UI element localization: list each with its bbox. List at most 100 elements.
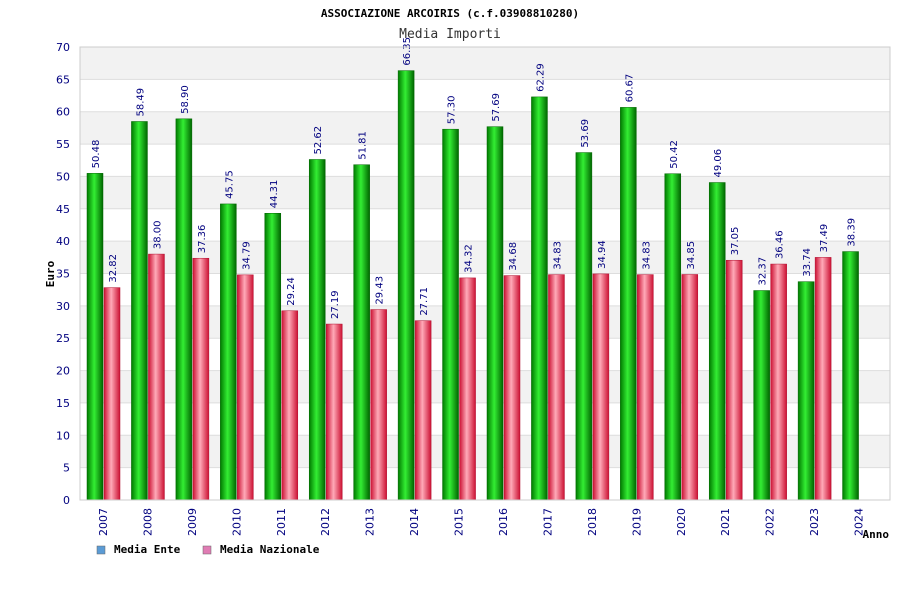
data-label: 66.35	[402, 37, 413, 66]
data-label: 37.36	[197, 225, 208, 254]
x-tick-label: 2012	[319, 508, 332, 536]
y-tick-label: 50	[56, 170, 70, 183]
y-tick-label: 35	[56, 268, 70, 281]
x-tick-label: 2023	[808, 508, 821, 536]
bar-media-nazionale	[725, 259, 743, 501]
y-tick-label: 25	[56, 332, 70, 345]
grid-band	[80, 47, 890, 80]
data-label: 27.71	[419, 287, 430, 316]
legend-swatch	[202, 545, 212, 555]
data-label: 37.49	[819, 224, 830, 253]
bar-media-ente	[175, 118, 193, 501]
bar-media-nazionale	[281, 310, 299, 501]
bar-media-ente	[664, 173, 682, 501]
bar-media-nazionale	[637, 274, 654, 501]
bar-media-ente	[397, 70, 415, 501]
x-tick-label: 2011	[275, 508, 288, 536]
x-tick-label: 2017	[541, 508, 554, 536]
x-tick-label: 2013	[364, 508, 377, 536]
x-tick-label: 2014	[408, 508, 421, 536]
y-tick-label: 0	[63, 494, 70, 507]
data-label: 52.62	[313, 126, 324, 155]
legend: Media Ente Media Nazionale	[96, 543, 320, 556]
legend-label: Media Nazionale	[220, 543, 320, 556]
data-label: 36.46	[775, 230, 786, 259]
y-tick-label: 40	[56, 235, 70, 248]
bar-media-nazionale	[770, 263, 787, 501]
data-label: 32.37	[758, 257, 769, 286]
data-label: 60.67	[624, 74, 635, 103]
y-tick-label: 70	[56, 41, 70, 54]
bar-media-ente	[575, 152, 593, 501]
data-label: 50.48	[91, 140, 102, 169]
x-tick-label: 2021	[719, 508, 732, 536]
y-tick-label: 20	[56, 365, 70, 378]
data-label: 57.30	[447, 96, 458, 125]
y-tick-label: 65	[56, 73, 70, 86]
bar-media-nazionale	[370, 309, 387, 501]
bar-media-nazionale	[148, 253, 165, 501]
data-label: 51.81	[358, 131, 369, 160]
bar-media-nazionale	[192, 257, 210, 501]
y-axis-label: Euro	[44, 260, 57, 287]
bar-media-nazionale	[681, 274, 699, 501]
x-tick-label: 2024	[853, 508, 866, 536]
data-label: 45.75	[224, 170, 235, 199]
legend-label: Media Ente	[114, 543, 181, 556]
bar-media-ente	[131, 121, 148, 501]
bar-media-ente	[531, 96, 548, 501]
bar-media-ente	[708, 182, 726, 501]
plot-frame	[79, 46, 891, 501]
bar-media-ente	[842, 251, 859, 501]
legend-swatch	[96, 545, 106, 555]
data-labels: 50.48 32.82 58.49 38.00 58.90 37.36 45.75 34.79…	[91, 37, 858, 319]
data-label: 50.42	[669, 140, 680, 169]
x-tick-label: 2018	[586, 508, 599, 536]
data-label: 38.39	[847, 218, 858, 247]
data-label: 34.32	[464, 244, 475, 273]
bar-media-ente	[620, 107, 637, 501]
grid-band	[80, 241, 890, 274]
bar-media-ente	[486, 126, 504, 501]
data-label: 34.94	[597, 240, 608, 269]
data-label: 57.69	[491, 93, 502, 122]
data-label: 58.49	[135, 88, 146, 117]
data-label: 27.19	[330, 290, 341, 319]
data-label: 37.05	[730, 227, 741, 256]
data-label: 33.74	[802, 248, 813, 277]
bar-media-nazionale	[592, 273, 610, 501]
x-tick-label: 2007	[97, 508, 110, 536]
grid-band	[80, 79, 890, 112]
grid-band	[80, 176, 890, 209]
data-label: 34.83	[552, 241, 563, 270]
x-tick-label: 2010	[230, 508, 243, 536]
bar-media-ente	[308, 159, 326, 501]
y-tick-label: 30	[56, 300, 70, 313]
x-tick-label: 2016	[497, 508, 510, 536]
y-tick-label: 15	[56, 397, 70, 410]
x-tick-label: 2015	[453, 508, 466, 536]
x-tick-label: 2009	[186, 508, 199, 536]
chart-title: ASSOCIAZIONE ARCOIRIS (c.f.03908810280)	[321, 7, 579, 20]
bar-media-ente	[442, 128, 459, 501]
bar-media-nazionale	[459, 277, 476, 501]
y-tick-label: 55	[56, 138, 70, 151]
bar-media-nazionale	[814, 257, 832, 501]
x-tick-label: 2020	[675, 508, 688, 536]
grid-band	[80, 111, 890, 145]
y-tick-label: 60	[56, 106, 70, 119]
data-label: 38.00	[152, 220, 163, 249]
grid-band	[80, 208, 890, 242]
data-label: 32.82	[108, 254, 119, 283]
y-tick-label: 10	[56, 429, 70, 442]
x-tick-label: 2022	[764, 508, 777, 536]
x-tick-label: 2008	[141, 508, 154, 536]
bar-media-nazionale	[414, 320, 432, 501]
axes: 0 5 10 15 20 25 30 35 40 45 50 55 60 65 70 2007 2008 2009…	[56, 41, 891, 536]
data-label: 29.43	[375, 276, 386, 305]
bar-media-ente	[220, 203, 237, 501]
grid-band	[80, 144, 890, 177]
y-tick-label: 45	[56, 203, 70, 216]
bar-media-ente	[353, 164, 370, 501]
